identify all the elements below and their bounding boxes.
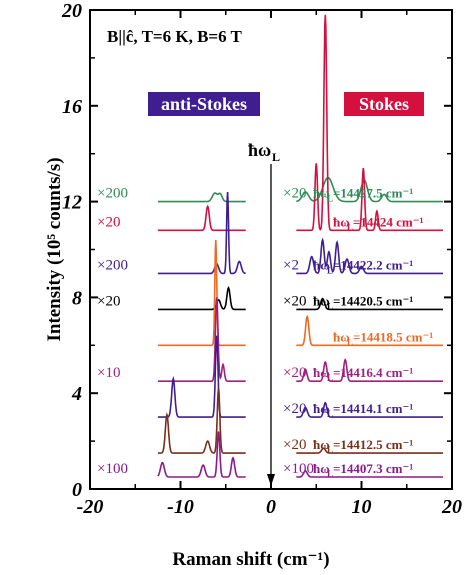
laser-energy-value: =14418.5 cm⁻¹ <box>353 329 433 344</box>
anti-stokes-multiplier: ×200 <box>97 257 128 273</box>
trace-labels: ×200 ×20 ħωL =14427.5 cm⁻¹×20 ħωL =14424 cm⁻¹… <box>97 186 433 479</box>
anti-stokes-trace <box>157 431 246 478</box>
anti-stokes-multiplier: ×20 <box>97 214 120 230</box>
anti-stokes-trace <box>157 192 246 203</box>
stokes-multiplier: ×100 <box>283 461 314 477</box>
laser-energy-symbol: ħω <box>313 437 330 452</box>
laser-energy-sub: L <box>327 194 333 204</box>
plot-title: B||ĉ, T=6 K, B=6 T <box>107 27 243 46</box>
x-axis-title: Raman shift (cm⁻¹) <box>172 549 329 570</box>
spectra-traces <box>157 14 443 478</box>
y-tick-label: 4 <box>71 383 82 405</box>
stokes-trace <box>296 358 443 383</box>
y-axis-title: Intensity (10⁵ counts/s) <box>44 157 65 341</box>
region-label-bg <box>148 92 260 116</box>
laser-energy-value: =14422.2 cm⁻¹ <box>333 257 413 272</box>
laser-energy-value: =14424 cm⁻¹ <box>353 214 424 229</box>
laser-energy-symbol: ħω <box>333 329 350 344</box>
y-tick-label: 16 <box>62 96 82 118</box>
anti-stokes-trace <box>157 204 246 232</box>
x-tick-label: 0 <box>266 496 276 518</box>
stokes-multiplier: ×2 <box>283 257 299 273</box>
laser-energy-sub: L <box>347 222 353 232</box>
laser-energy-symbol: ħω <box>313 257 330 272</box>
laser-label: ħω <box>248 140 271 160</box>
anti-stokes-trace <box>157 388 246 454</box>
stokes-multiplier: ×20 <box>283 186 306 202</box>
laser-energy-sub: L <box>347 337 353 347</box>
y-tick-label: 0 <box>72 479 82 501</box>
laser-energy-sub: L <box>327 469 333 479</box>
anti-stokes-trace <box>157 191 246 275</box>
x-tick-label: 10 <box>352 496 372 518</box>
stokes-multiplier: ×20 <box>283 437 306 453</box>
anti-stokes-trace <box>157 286 246 311</box>
y-tick-label: 20 <box>61 0 82 22</box>
stokes-trace <box>296 176 443 203</box>
region-label-bg <box>344 92 424 116</box>
x-tick-label: -10 <box>167 496 194 518</box>
anti-stokes-trace <box>157 335 246 418</box>
stokes-trace <box>296 447 443 454</box>
stokes-trace <box>296 14 443 232</box>
stokes-multiplier: ×20 <box>283 401 306 417</box>
laser-energy-value: =14420.5 cm⁻¹ <box>333 293 413 308</box>
laser-energy-value: =14412.5 cm⁻¹ <box>333 437 413 452</box>
laser-arrow-head <box>267 474 275 486</box>
laser-label-sub: L <box>272 150 280 164</box>
laser-energy-value: =14414.1 cm⁻¹ <box>333 401 413 416</box>
stokes-multiplier: ×20 <box>283 293 306 309</box>
x-tick-label: -20 <box>77 496 104 518</box>
stokes-trace <box>296 314 443 347</box>
laser-energy-sub: L <box>327 373 333 383</box>
laser-energy-sub: L <box>327 445 333 455</box>
laser-energy-symbol: ħω <box>313 186 330 201</box>
y-tick-label: 8 <box>72 287 82 309</box>
anti-stokes-trace <box>157 239 246 347</box>
axes: -20 -10 0 10 20 0 4 8 12 16 20 Raman shift (cm⁻¹) In… <box>44 0 462 570</box>
laser-energy-symbol: ħω <box>333 214 350 229</box>
anti-stokes-multiplier: ×100 <box>97 461 128 477</box>
stokes-trace <box>296 237 443 275</box>
anti-stokes-multiplier: ×20 <box>97 293 120 309</box>
anti-stokes-multiplier: ×200 <box>97 186 128 202</box>
laser-energy-symbol: ħω <box>313 401 330 416</box>
laser-energy-sub: L <box>327 265 333 275</box>
x-tick-label: 20 <box>441 496 462 518</box>
laser-energy-sub: L <box>327 409 333 419</box>
laser-energy-value: =14407.3 cm⁻¹ <box>333 461 413 476</box>
y-tick-label: 12 <box>62 192 82 214</box>
stokes-trace <box>296 470 443 478</box>
region-label: Stokes <box>359 94 409 114</box>
stokes-multiplier: ×20 <box>283 365 306 381</box>
laser-energy-sub: L <box>327 301 333 311</box>
stokes-trace <box>296 401 443 418</box>
laser-energy-value: =14427.5 cm⁻¹ <box>333 186 413 201</box>
laser-energy-symbol: ħω <box>313 293 330 308</box>
laser-energy-symbol: ħω <box>313 365 330 380</box>
stokes-trace <box>296 297 443 311</box>
laser-energy-symbol: ħω <box>313 461 330 476</box>
region-label: anti-Stokes <box>161 94 247 114</box>
laser-energy-value: =14416.4 cm⁻¹ <box>333 365 413 380</box>
anti-stokes-multiplier: ×10 <box>97 365 120 381</box>
